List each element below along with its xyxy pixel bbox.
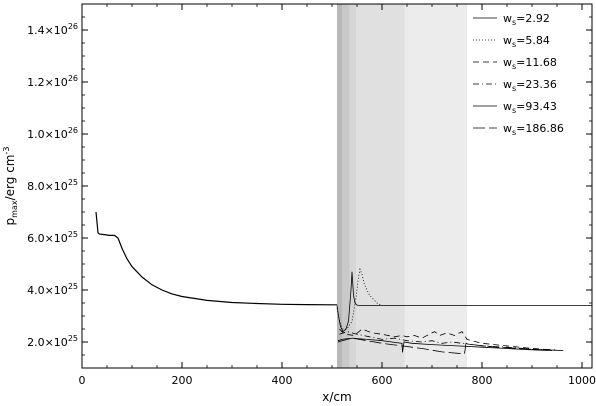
y-tick-label: 8.0×1025: [27, 178, 78, 193]
legend: ws=2.92 ws=5.84 ws=11.68 ws=23.36 ws=93.43 ws…: [473, 12, 564, 137]
series-line-2: [336, 267, 383, 330]
y-axis-title: pmax/erg cm-3: [2, 147, 19, 226]
y-tick-label: 1.2×1026: [27, 74, 78, 89]
legend-label: ws=2.92: [503, 12, 550, 27]
legend-label: ws=186.86: [503, 122, 564, 137]
y-tick-label: 4.0×1025: [27, 282, 78, 297]
x-tick-label: 400: [272, 374, 293, 387]
shaded-region-2: [342, 4, 350, 368]
x-tick-label: 200: [172, 374, 193, 387]
y-tick-label: 1.0×1026: [27, 126, 78, 141]
x-tick-label: 1000: [568, 374, 596, 387]
y-tick-label: 2.0×1025: [27, 334, 78, 349]
x-axis: 0 200 400 600 800 1000: [79, 4, 596, 387]
shaded-regions: [337, 4, 467, 368]
y-tick-label: 6.0×1025: [27, 230, 78, 245]
x-tick-label: 800: [472, 374, 493, 387]
series-line-5: [337, 337, 553, 353]
x-tick-label: 600: [372, 374, 393, 387]
series-line-1: [336, 271, 592, 333]
legend-label: ws=11.68: [503, 56, 557, 71]
legend-label: ws=93.43: [503, 100, 557, 115]
y-tick-label: 1.4×1026: [27, 22, 78, 37]
shaded-region-5: [404, 4, 467, 368]
x-tick-label: 0: [79, 374, 86, 387]
shaded-region-1: [337, 4, 342, 368]
shaded-region-4: [356, 4, 405, 368]
series-line-6: [337, 337, 568, 355]
legend-label: ws=5.84: [503, 34, 550, 49]
series-common-curve: [95, 211, 337, 306]
plot-curves: [95, 211, 592, 355]
x-axis-title: x/cm: [322, 390, 351, 404]
series-line-3: [339, 328, 553, 351]
y-axis: 2.0×1025 4.0×1025 6.0×1025 8.0×1025 1.0×1026…: [27, 16, 592, 356]
legend-label: ws=23.36: [503, 78, 557, 93]
shaded-region-3: [349, 4, 356, 368]
